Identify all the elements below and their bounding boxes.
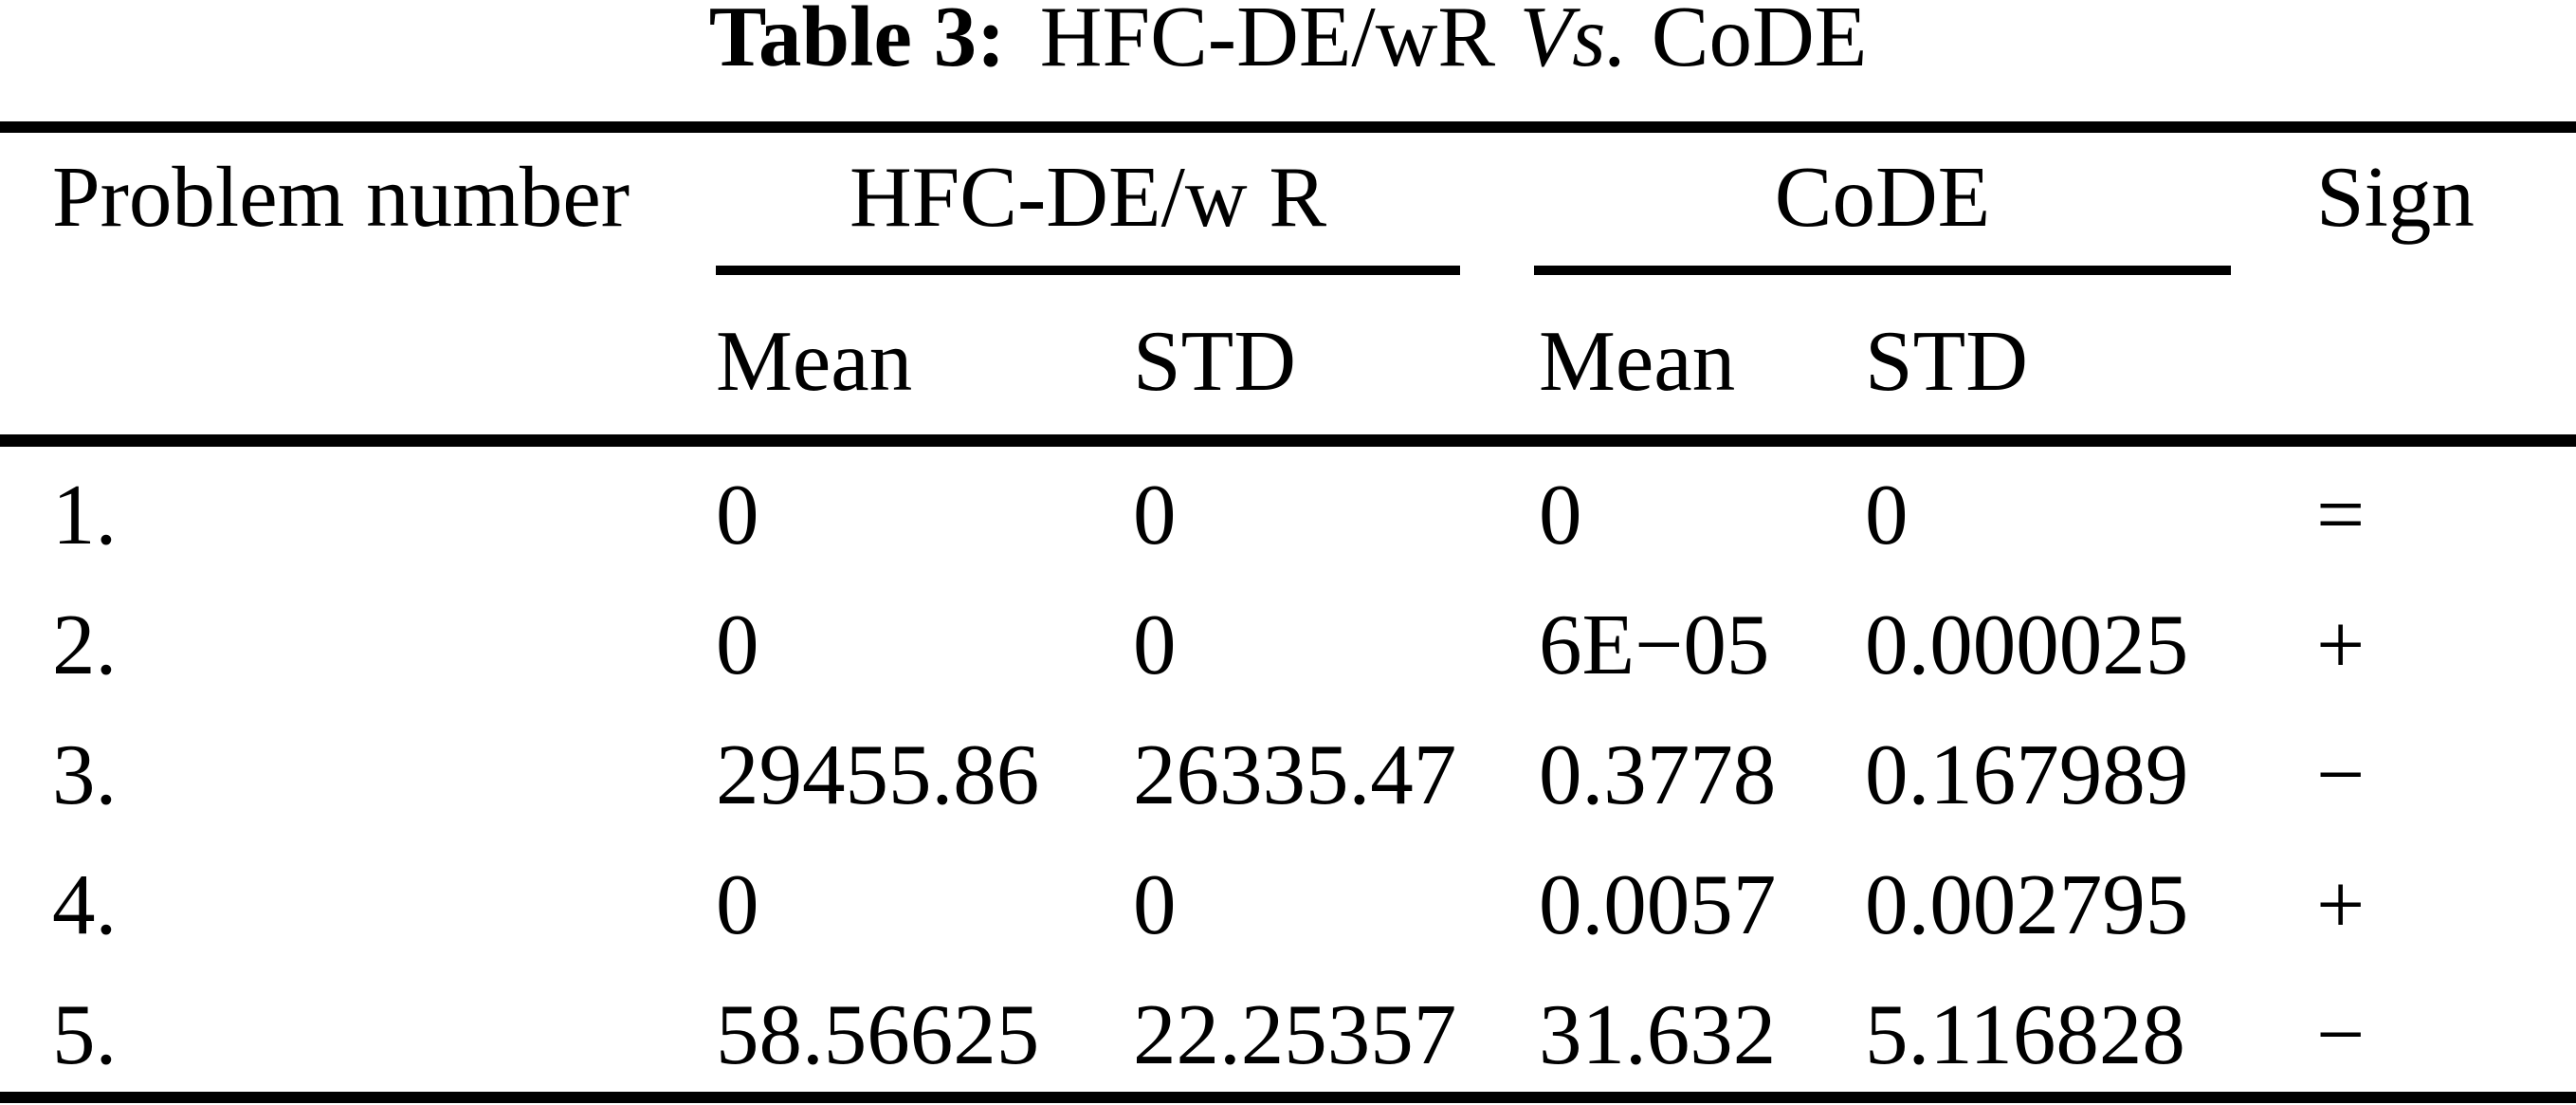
subheader-hfc-std: STD bbox=[1133, 313, 1296, 409]
subheader-code-std: STD bbox=[1865, 313, 2028, 409]
table-row: 1. 0 0 0 0 = bbox=[0, 465, 2576, 565]
cell-sign: − bbox=[2316, 986, 2366, 1082]
cell-code-mean: 0.3778 bbox=[1539, 727, 1777, 822]
cell-hfc-mean: 29455.86 bbox=[716, 727, 1040, 822]
cell-hfc-mean: 0 bbox=[716, 467, 759, 562]
cell-code-mean: 0 bbox=[1539, 467, 1582, 562]
table-row: 3. 29455.86 26335.47 0.3778 0.167989 − bbox=[0, 725, 2576, 825]
column-group-header-hfc: HFC-DE/w R bbox=[849, 149, 1327, 245]
cell-code-std: 0.002795 bbox=[1865, 856, 2189, 952]
cell-sign: + bbox=[2316, 597, 2366, 692]
cell-code-std: 0.167989 bbox=[1865, 727, 2189, 822]
table-caption-number: Table 3: bbox=[708, 0, 1006, 84]
table-row: 4. 0 0 0.0057 0.002795 + bbox=[0, 855, 2576, 955]
cell-hfc-std: 22.25357 bbox=[1133, 986, 1457, 1082]
cell-sign: + bbox=[2316, 856, 2366, 952]
cell-code-mean: 6E−05 bbox=[1539, 597, 1770, 692]
cell-problem: 2. bbox=[52, 597, 118, 692]
cell-code-mean: 0.0057 bbox=[1539, 856, 1777, 952]
bottom-rule bbox=[0, 1092, 2576, 1103]
cell-hfc-std: 26335.47 bbox=[1133, 727, 1457, 822]
table-caption: Table 3: HFC-DE/wR Vs. CoDE bbox=[0, 0, 2576, 87]
subheader-code-mean: Mean bbox=[1539, 313, 1736, 409]
cell-code-std: 0 bbox=[1865, 467, 1909, 562]
cell-problem: 1. bbox=[52, 467, 118, 562]
table-row: 2. 0 0 6E−05 0.000025 + bbox=[0, 595, 2576, 695]
cell-hfc-std: 0 bbox=[1133, 597, 1177, 692]
cell-problem: 4. bbox=[52, 856, 118, 952]
top-rule bbox=[0, 121, 2576, 133]
subheader-hfc-mean: Mean bbox=[716, 313, 913, 409]
cell-sign: − bbox=[2316, 727, 2366, 822]
cell-code-std: 5.116828 bbox=[1865, 986, 2185, 1082]
cell-sign: = bbox=[2316, 467, 2366, 562]
table-row: 5. 58.56625 22.25357 31.632 5.116828 − bbox=[0, 985, 2576, 1085]
table-caption-algo1: HFC-DE/wR bbox=[1039, 0, 1496, 84]
cell-problem: 3. bbox=[52, 727, 118, 822]
cell-hfc-mean: 0 bbox=[716, 597, 759, 692]
table-caption-vs: Vs. bbox=[1519, 0, 1628, 84]
cell-problem: 5. bbox=[52, 986, 118, 1082]
column-header-problem-number: Problem number bbox=[52, 149, 630, 245]
cell-hfc-mean: 58.56625 bbox=[716, 986, 1040, 1082]
cell-code-mean: 31.632 bbox=[1539, 986, 1777, 1082]
cell-hfc-mean: 0 bbox=[716, 856, 759, 952]
hfc-group-underline bbox=[716, 266, 1460, 275]
code-group-underline bbox=[1534, 266, 2231, 275]
column-group-header-code: CoDE bbox=[1774, 149, 1991, 245]
cell-hfc-std: 0 bbox=[1133, 467, 1177, 562]
column-header-sign: Sign bbox=[2316, 149, 2475, 245]
cell-code-std: 0.000025 bbox=[1865, 597, 2189, 692]
header-bottom-rule bbox=[0, 434, 2576, 447]
table-caption-algo2: CoDE bbox=[1651, 0, 1868, 84]
cell-hfc-std: 0 bbox=[1133, 856, 1177, 952]
